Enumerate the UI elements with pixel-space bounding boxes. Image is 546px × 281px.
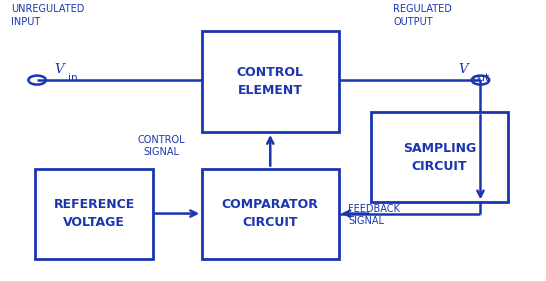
Text: V: V <box>459 63 468 76</box>
Text: out: out <box>472 74 489 83</box>
Text: V: V <box>55 63 64 76</box>
Bar <box>202 31 339 132</box>
Bar <box>202 169 339 259</box>
Text: in: in <box>68 74 78 83</box>
Text: FEEDBACK
SIGNAL: FEEDBACK SIGNAL <box>348 204 400 226</box>
Text: CONTROL
SIGNAL: CONTROL SIGNAL <box>137 135 185 157</box>
Text: REGULATED
OUTPUT: REGULATED OUTPUT <box>393 4 452 27</box>
Bar <box>35 169 153 259</box>
Text: SAMPLING
CIRCUIT: SAMPLING CIRCUIT <box>403 142 476 173</box>
Text: REFERENCE
VOLTAGE: REFERENCE VOLTAGE <box>54 198 135 229</box>
Text: UNREGULATED
INPUT: UNREGULATED INPUT <box>11 4 84 27</box>
Text: CONTROL
ELEMENT: CONTROL ELEMENT <box>237 66 304 97</box>
Bar <box>371 112 508 202</box>
Text: COMPARATOR
CIRCUIT: COMPARATOR CIRCUIT <box>222 198 319 229</box>
